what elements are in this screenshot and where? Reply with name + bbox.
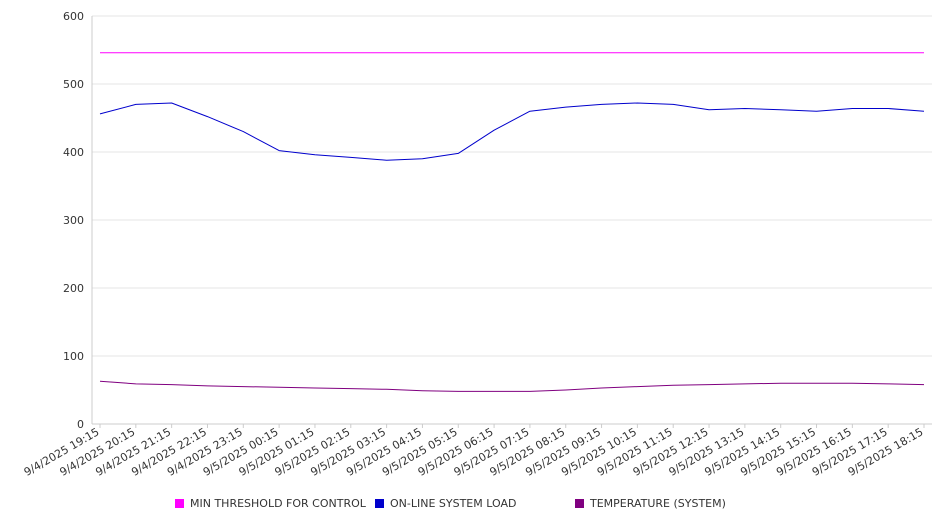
y-tick-label: 600 [63, 10, 84, 23]
y-tick-label: 400 [63, 146, 84, 159]
legend-item-online-system-load[interactable]: ON-LINE SYSTEM LOAD [375, 497, 516, 510]
legend-label-online-system-load: ON-LINE SYSTEM LOAD [390, 497, 517, 510]
legend-swatch-online-system-load [375, 499, 384, 508]
series-line-on-line-system-load [99, 102, 925, 161]
legend-label-temperature-system: TEMPERATURE (SYSTEM) [590, 497, 726, 510]
y-tick-label: 300 [63, 214, 84, 227]
y-tick-label: 100 [63, 350, 84, 363]
series-lines [99, 52, 925, 392]
y-tick-labels: 0 100 200 300 400 500 600 [63, 10, 84, 431]
gridlines [92, 15, 932, 357]
legend-item-temperature-system[interactable]: TEMPERATURE (SYSTEM) [575, 497, 726, 510]
legend: MIN THRESHOLD FOR CONTROL ON-LINE SYSTEM… [0, 497, 946, 515]
legend-swatch-temperature-system [575, 499, 584, 508]
x-tick-labels: 9/4/2025 19:159/4/2025 20:159/4/2025 21:… [22, 425, 926, 479]
series-line-temperature-system [99, 380, 925, 392]
legend-label-min-threshold: MIN THRESHOLD FOR CONTROL [190, 497, 366, 510]
legend-item-min-threshold[interactable]: MIN THRESHOLD FOR CONTROL [175, 497, 366, 510]
legend-swatch-min-threshold [175, 499, 184, 508]
axes [91, 16, 932, 428]
y-tick-label: 500 [63, 78, 84, 91]
y-tick-label: 0 [77, 418, 84, 431]
y-tick-label: 200 [63, 282, 84, 295]
